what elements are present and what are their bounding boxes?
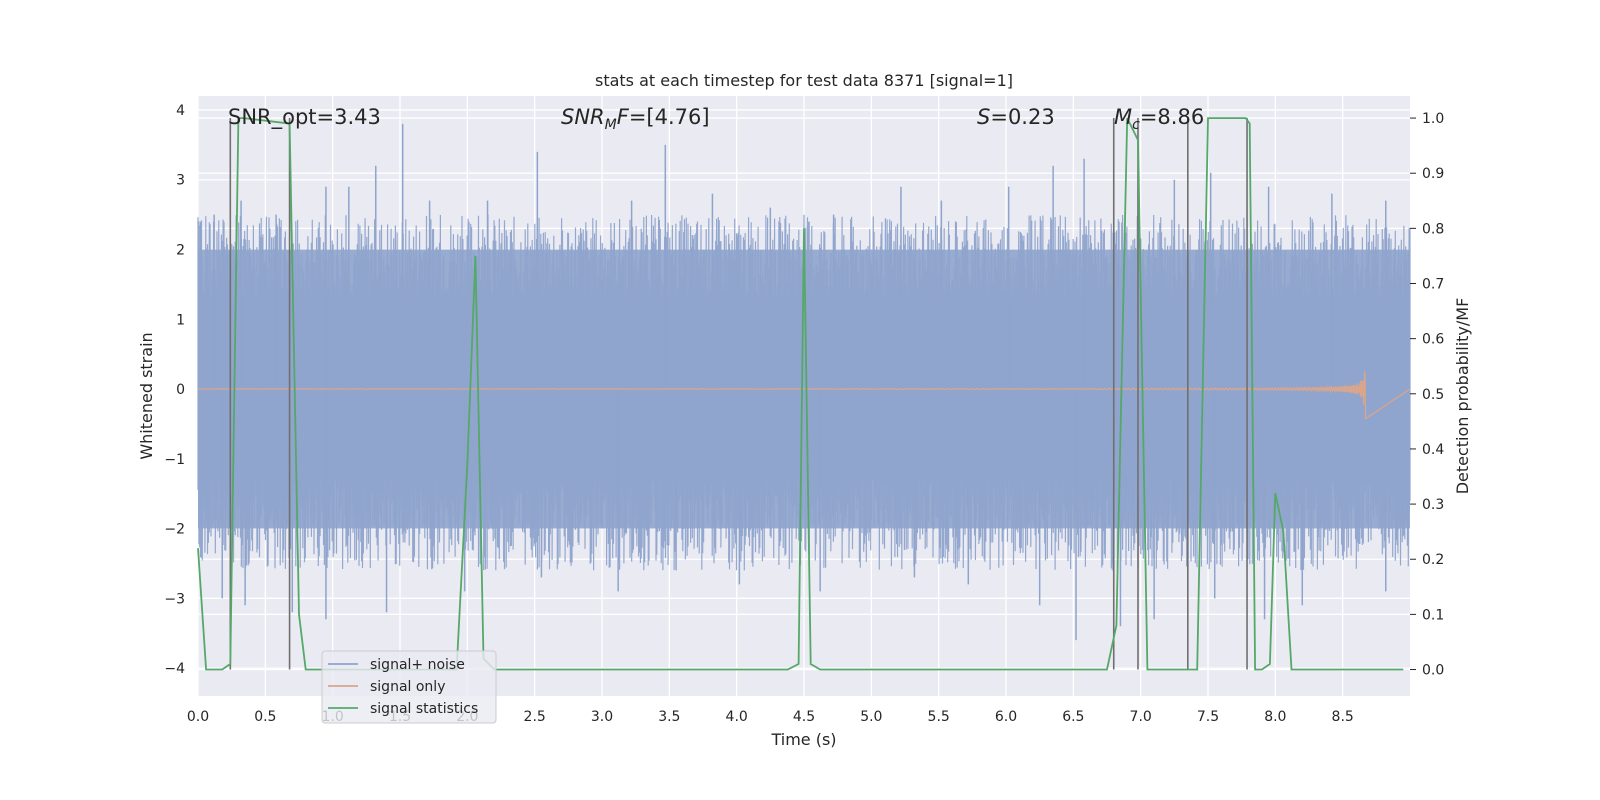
y-tick-label: 0 bbox=[176, 382, 185, 398]
s-value-rest: =0.23 bbox=[990, 105, 1054, 129]
annotations: SNR_opt=3.43 SNRMF=[4.76] S=0.23 Mc=8.86 bbox=[228, 105, 1204, 133]
y2-tick-label: 0.8 bbox=[1422, 221, 1444, 237]
y2-tick-label: 0.1 bbox=[1422, 607, 1444, 623]
x-tick-label: 5.5 bbox=[928, 709, 950, 725]
legend-label: signal+ noise bbox=[370, 657, 465, 673]
x-tick-label: 0.5 bbox=[254, 709, 276, 725]
y2-tick-label: 0.0 bbox=[1422, 663, 1444, 679]
annotation-snr-mf: SNRMF=[4.76] bbox=[561, 105, 710, 133]
snr-mf-rest: =[4.76] bbox=[629, 105, 710, 129]
x-axis-label: Time (s) bbox=[770, 730, 836, 749]
y2-axis-label: Detection probability/MF bbox=[1453, 298, 1472, 495]
series-signal-only bbox=[197, 371, 1411, 420]
x-tick-label: 4.5 bbox=[793, 709, 815, 725]
snr-mf-main: SNR bbox=[561, 105, 605, 129]
y-tick-label: 1 bbox=[176, 312, 185, 328]
x-tick-label: 8.5 bbox=[1332, 709, 1354, 725]
y-tick-label: 3 bbox=[176, 173, 185, 189]
y-axis-ticks: 4 3 2 1 0 −1 −2 −3 −4 bbox=[164, 103, 185, 677]
x-tick-label: 7.5 bbox=[1197, 709, 1219, 725]
mc-main: M bbox=[1114, 105, 1132, 129]
y2-tick-label: 0.7 bbox=[1422, 277, 1444, 293]
signal-statistics-line bbox=[197, 117, 1404, 671]
y2-axis-ticks: 1.0 0.9 0.8 0.7 0.6 0.5 0.4 0.3 0.2 0.1 0.0 bbox=[1410, 111, 1444, 679]
mc-sub: c bbox=[1132, 117, 1140, 133]
s-value-main: S bbox=[977, 105, 990, 129]
annotation-snr-opt: SNR_opt=3.43 bbox=[228, 105, 381, 130]
y-tick-label: −2 bbox=[164, 522, 185, 538]
legend-box bbox=[321, 650, 497, 724]
x-tick-label: 6.0 bbox=[995, 709, 1017, 725]
y2-tick-label: 0.6 bbox=[1422, 332, 1444, 348]
x-tick-label: 5.0 bbox=[860, 709, 882, 725]
legend: signal+ noise signal only signal statistic… bbox=[321, 650, 497, 724]
snr-mf-sub: M bbox=[605, 117, 617, 133]
x-tick-label: 6.5 bbox=[1062, 709, 1084, 725]
x-tick-label: 0.0 bbox=[187, 709, 209, 725]
x-tick-label: 3.5 bbox=[658, 709, 680, 725]
y-tick-label: 4 bbox=[176, 103, 185, 119]
mc-rest: =8.86 bbox=[1140, 105, 1204, 129]
series-signal-statistics bbox=[197, 117, 1404, 671]
y-tick-label: −4 bbox=[164, 661, 185, 677]
y-axis-label: Whitened strain bbox=[137, 332, 156, 459]
y-tick-label: 2 bbox=[176, 242, 185, 258]
y2-tick-label: 0.9 bbox=[1422, 166, 1444, 182]
annotation-s-value: S=0.23 bbox=[977, 105, 1055, 129]
y-tick-label: −3 bbox=[164, 591, 185, 607]
noise-trace bbox=[197, 214, 1411, 571]
legend-label: signal statistics bbox=[370, 701, 478, 717]
y2-tick-label: 0.5 bbox=[1422, 387, 1444, 403]
y2-tick-label: 0.3 bbox=[1422, 497, 1444, 513]
y2-tick-label: 1.0 bbox=[1422, 111, 1444, 127]
snr-mf-rest-italic: F bbox=[617, 105, 630, 129]
x-tick-label: 3.0 bbox=[591, 709, 613, 725]
vertical-markers bbox=[229, 118, 1248, 670]
y2-tick-label: 0.4 bbox=[1422, 442, 1444, 458]
x-tick-label: 2.5 bbox=[524, 709, 546, 725]
y-tick-label: −1 bbox=[164, 452, 185, 468]
legend-label: signal only bbox=[370, 679, 445, 695]
x-tick-label: 4.0 bbox=[726, 709, 748, 725]
x-tick-label: 8.0 bbox=[1264, 709, 1286, 725]
annotation-mc: Mc=8.86 bbox=[1114, 105, 1204, 133]
chart-title: stats at each timestep for test data 837… bbox=[595, 71, 1013, 90]
y2-tick-label: 0.2 bbox=[1422, 552, 1444, 568]
signal-only-trace bbox=[197, 371, 1411, 420]
x-tick-label: 7.0 bbox=[1130, 709, 1152, 725]
